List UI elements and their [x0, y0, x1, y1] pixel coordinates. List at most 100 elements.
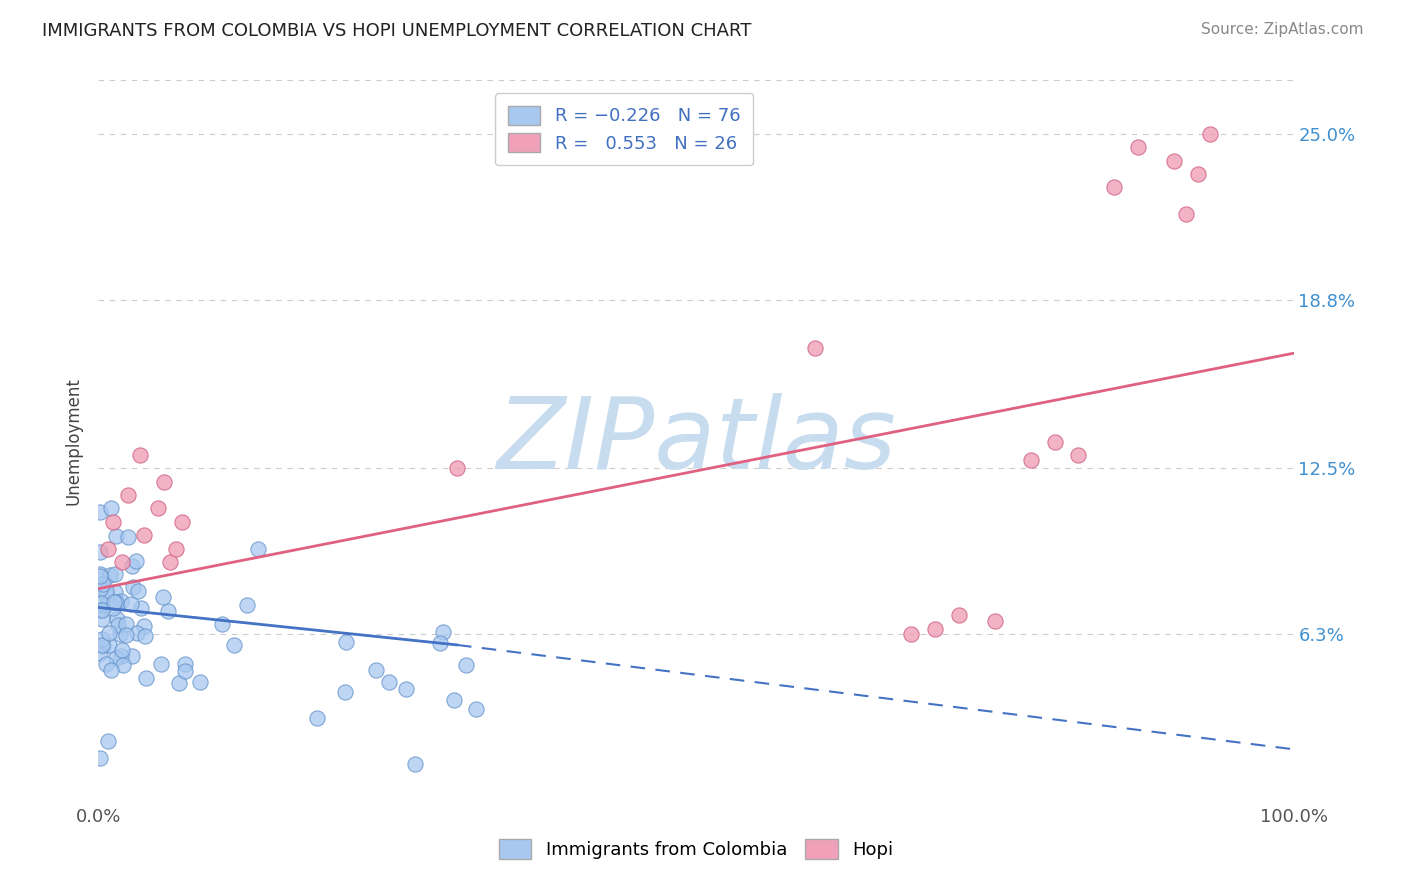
- Text: IMMIGRANTS FROM COLOMBIA VS HOPI UNEMPLOYMENT CORRELATION CHART: IMMIGRANTS FROM COLOMBIA VS HOPI UNEMPLO…: [42, 22, 752, 40]
- Point: [110, 649, 132, 664]
- Point: [121, 558, 143, 573]
- Point: [165, 541, 187, 556]
- Point: [100, 663, 122, 677]
- Point: [101, 515, 124, 529]
- Point: [131, 600, 153, 615]
- Point: [89, 602, 111, 616]
- Point: [1187, 167, 1209, 181]
- Point: [132, 528, 155, 542]
- Point: [948, 608, 970, 623]
- Point: [104, 650, 127, 665]
- Point: [1163, 153, 1185, 168]
- Point: [152, 590, 174, 604]
- Point: [104, 584, 127, 599]
- Point: [127, 583, 149, 598]
- Point: [125, 625, 148, 640]
- Point: [157, 604, 180, 618]
- Point: [107, 617, 129, 632]
- Point: [103, 595, 125, 609]
- Point: [101, 600, 124, 615]
- Point: [188, 675, 211, 690]
- Point: [173, 664, 195, 678]
- Point: [132, 619, 155, 633]
- Point: [91, 632, 114, 646]
- Point: [211, 616, 233, 631]
- Point: [134, 671, 156, 685]
- Point: [174, 657, 197, 672]
- Point: [97, 734, 120, 748]
- Point: [1104, 180, 1126, 194]
- Point: [97, 541, 120, 556]
- Point: [404, 757, 426, 772]
- Point: [159, 555, 181, 569]
- Point: [429, 636, 451, 650]
- Point: [169, 675, 191, 690]
- Point: [1128, 140, 1150, 154]
- Point: [105, 528, 128, 542]
- Point: [247, 542, 270, 557]
- Text: Source: ZipAtlas.com: Source: ZipAtlas.com: [1201, 22, 1364, 37]
- Point: [117, 530, 139, 544]
- Point: [98, 626, 121, 640]
- Text: ZIPatlas: ZIPatlas: [496, 393, 896, 490]
- Point: [1019, 453, 1042, 467]
- Point: [172, 515, 194, 529]
- Point: [366, 663, 388, 677]
- Point: [94, 584, 117, 599]
- Point: [121, 580, 143, 594]
- Point: [89, 646, 111, 660]
- Point: [224, 638, 246, 652]
- Point: [110, 627, 132, 641]
- Point: [89, 750, 111, 764]
- Point: [90, 596, 112, 610]
- Point: [456, 657, 478, 672]
- Point: [446, 461, 468, 475]
- Point: [114, 628, 136, 642]
- Point: [121, 648, 143, 663]
- Point: [89, 568, 111, 582]
- Point: [1067, 448, 1090, 462]
- Point: [333, 685, 356, 699]
- Point: [804, 341, 827, 355]
- Point: [105, 595, 128, 609]
- Legend: Immigrants from Colombia, Hopi: Immigrants from Colombia, Hopi: [492, 831, 900, 866]
- Point: [432, 625, 454, 640]
- Point: [89, 505, 111, 519]
- Point: [94, 657, 117, 671]
- Point: [1199, 127, 1222, 141]
- Point: [89, 566, 111, 581]
- Point: [114, 616, 136, 631]
- Point: [134, 629, 156, 643]
- Point: [111, 657, 134, 672]
- Point: [90, 603, 112, 617]
- Point: [100, 500, 122, 515]
- Point: [110, 593, 132, 607]
- Point: [94, 598, 117, 612]
- Point: [235, 599, 257, 613]
- Point: [104, 567, 127, 582]
- Point: [98, 567, 121, 582]
- Point: [335, 635, 357, 649]
- Point: [90, 612, 112, 626]
- Point: [984, 614, 1007, 628]
- Point: [120, 597, 142, 611]
- Point: [98, 638, 121, 652]
- Point: [91, 639, 114, 653]
- Y-axis label: Unemployment: Unemployment: [65, 377, 83, 506]
- Point: [150, 657, 173, 672]
- Point: [900, 627, 922, 641]
- Point: [91, 638, 114, 652]
- Point: [1175, 207, 1198, 221]
- Point: [129, 448, 152, 462]
- Point: [378, 675, 401, 690]
- Point: [443, 692, 465, 706]
- Point: [153, 475, 176, 489]
- Point: [89, 545, 111, 559]
- Point: [125, 554, 148, 568]
- Point: [1043, 434, 1066, 449]
- Point: [111, 555, 134, 569]
- Point: [105, 612, 128, 626]
- Point: [148, 501, 170, 516]
- Point: [110, 643, 132, 657]
- Point: [117, 488, 139, 502]
